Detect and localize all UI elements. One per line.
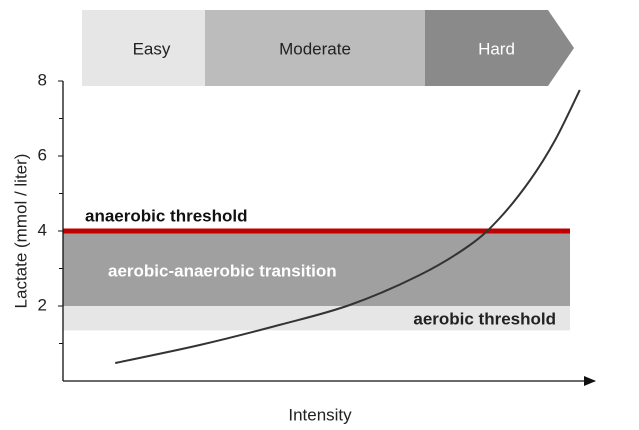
y-tick-label: 4 xyxy=(38,220,47,239)
y-axis-label: Lactate (mmol / liter) xyxy=(11,154,30,309)
phase-label: Moderate xyxy=(279,39,351,58)
phase-label: Hard xyxy=(478,39,515,58)
phase-arrow xyxy=(425,10,574,86)
lactate-curve xyxy=(114,89,581,364)
phase-arrow xyxy=(82,10,231,86)
y-tick-label: 6 xyxy=(38,145,47,164)
band xyxy=(63,306,570,331)
phase-label: Easy xyxy=(133,39,171,58)
x-axis-label: Intensity xyxy=(288,405,352,424)
phase-arrow xyxy=(205,10,451,86)
band xyxy=(63,231,570,306)
band-label: aerobic-anaerobic transition xyxy=(108,261,337,280)
band-label: aerobic threshold xyxy=(413,309,556,328)
threshold-label: anaerobic threshold xyxy=(85,206,247,225)
y-tick-label: 8 xyxy=(38,70,47,89)
y-tick-label: 2 xyxy=(38,295,47,314)
